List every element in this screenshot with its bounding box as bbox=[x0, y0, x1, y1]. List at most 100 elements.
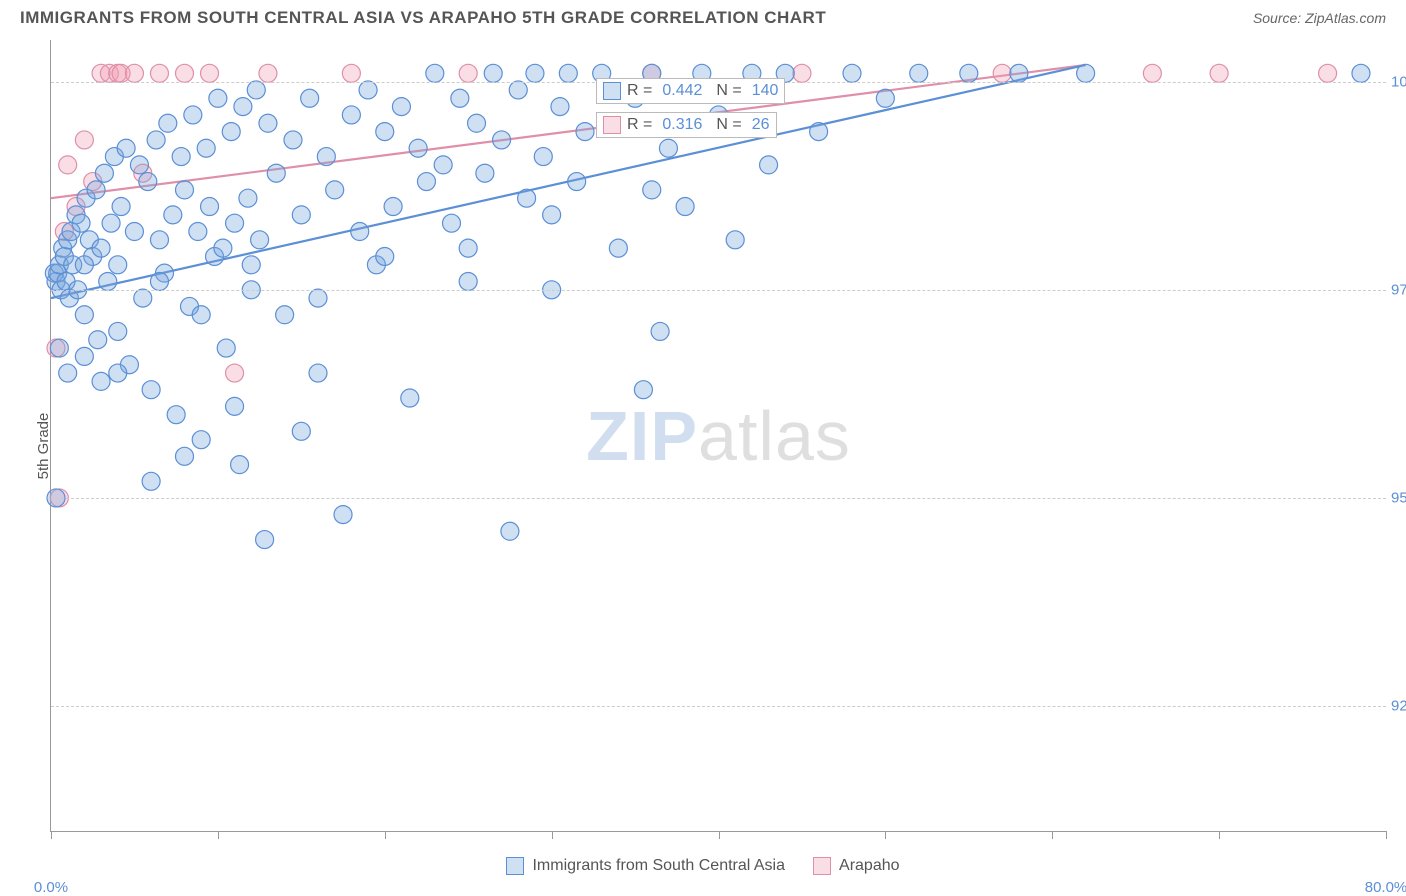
data-point-blue bbox=[292, 206, 310, 224]
y-tick-label: 92.5% bbox=[1391, 698, 1406, 715]
x-tick bbox=[1386, 831, 1387, 839]
n-label: N = bbox=[716, 116, 741, 134]
data-point-blue bbox=[192, 306, 210, 324]
data-point-blue bbox=[476, 164, 494, 182]
data-point-pink bbox=[342, 64, 360, 82]
data-point-blue bbox=[242, 256, 260, 274]
data-point-blue bbox=[526, 64, 544, 82]
data-point-blue bbox=[251, 231, 269, 249]
data-point-blue bbox=[609, 239, 627, 257]
data-point-blue bbox=[493, 131, 511, 149]
chart-area: ZIPatlas 92.5%95.0%97.5%100.0%0.0%80.0%R… bbox=[50, 40, 1386, 832]
data-point-blue bbox=[509, 81, 527, 99]
data-point-pink bbox=[459, 64, 477, 82]
data-point-blue bbox=[109, 322, 127, 340]
data-point-blue bbox=[501, 522, 519, 540]
data-point-blue bbox=[284, 131, 302, 149]
x-tick bbox=[552, 831, 553, 839]
data-point-blue bbox=[459, 239, 477, 257]
data-point-blue bbox=[960, 64, 978, 82]
data-point-blue bbox=[267, 164, 285, 182]
data-point-pink bbox=[1210, 64, 1228, 82]
x-tick bbox=[51, 831, 52, 839]
data-point-blue bbox=[99, 272, 117, 290]
data-point-blue bbox=[75, 256, 93, 274]
data-point-pink bbox=[226, 364, 244, 382]
legend-item-blue: Immigrants from South Central Asia bbox=[506, 857, 785, 875]
data-point-pink bbox=[75, 131, 93, 149]
data-point-pink bbox=[793, 64, 811, 82]
data-point-blue bbox=[317, 148, 335, 166]
data-point-blue bbox=[559, 64, 577, 82]
data-point-blue bbox=[176, 181, 194, 199]
plot-region: ZIPatlas 92.5%95.0%97.5%100.0%0.0%80.0%R… bbox=[50, 40, 1386, 832]
data-point-blue bbox=[309, 289, 327, 307]
data-point-blue bbox=[543, 206, 561, 224]
n-value: 26 bbox=[752, 116, 770, 134]
y-tick-label: 100.0% bbox=[1391, 73, 1406, 90]
data-point-blue bbox=[259, 114, 277, 132]
data-point-blue bbox=[150, 231, 168, 249]
data-point-blue bbox=[197, 139, 215, 157]
legend-swatch-icon bbox=[603, 82, 621, 100]
x-tick bbox=[719, 831, 720, 839]
y-tick-label: 97.5% bbox=[1391, 281, 1406, 298]
chart-header: IMMIGRANTS FROM SOUTH CENTRAL ASIA VS AR… bbox=[0, 0, 1406, 34]
data-point-blue bbox=[342, 106, 360, 124]
data-point-blue bbox=[231, 456, 249, 474]
data-point-blue bbox=[201, 198, 219, 216]
data-point-blue bbox=[75, 306, 93, 324]
data-point-blue bbox=[634, 381, 652, 399]
legend-swatch-icon bbox=[603, 116, 621, 134]
data-point-blue bbox=[217, 339, 235, 357]
data-point-blue bbox=[468, 114, 486, 132]
data-point-blue bbox=[189, 223, 207, 241]
legend-swatch-icon bbox=[813, 857, 831, 875]
data-point-blue bbox=[92, 372, 110, 390]
data-point-pink bbox=[259, 64, 277, 82]
r-value: 0.442 bbox=[662, 82, 702, 100]
data-point-blue bbox=[147, 131, 165, 149]
data-point-blue bbox=[59, 364, 77, 382]
data-point-blue bbox=[226, 397, 244, 415]
data-point-blue bbox=[760, 156, 778, 174]
data-point-blue bbox=[518, 189, 536, 207]
data-point-blue bbox=[226, 214, 244, 232]
data-point-pink bbox=[176, 64, 194, 82]
data-point-blue bbox=[451, 89, 469, 107]
data-point-blue bbox=[167, 406, 185, 424]
data-point-blue bbox=[139, 173, 157, 191]
data-point-blue bbox=[142, 472, 160, 490]
data-point-blue bbox=[351, 223, 369, 241]
data-point-blue bbox=[484, 64, 502, 82]
data-point-blue bbox=[292, 422, 310, 440]
data-point-blue bbox=[651, 322, 669, 340]
data-point-blue bbox=[434, 156, 452, 174]
chart-source: Source: ZipAtlas.com bbox=[1253, 10, 1386, 26]
r-label: R = bbox=[627, 116, 652, 134]
data-point-blue bbox=[359, 81, 377, 99]
x-tick bbox=[885, 831, 886, 839]
data-point-blue bbox=[576, 123, 594, 141]
data-point-blue bbox=[184, 106, 202, 124]
data-point-blue bbox=[117, 139, 135, 157]
data-point-blue bbox=[1077, 64, 1095, 82]
x-tick-label: 80.0% bbox=[1365, 879, 1406, 896]
legend: Immigrants from South Central AsiaArapah… bbox=[0, 857, 1406, 880]
data-point-blue bbox=[726, 231, 744, 249]
data-point-blue bbox=[384, 198, 402, 216]
data-point-blue bbox=[134, 289, 152, 307]
data-point-blue bbox=[95, 164, 113, 182]
correlation-box-pink: R =0.316N =26 bbox=[596, 112, 777, 138]
data-point-blue bbox=[256, 531, 274, 549]
legend-swatch-icon bbox=[506, 857, 524, 875]
data-point-blue bbox=[50, 339, 68, 357]
data-point-blue bbox=[234, 98, 252, 116]
data-point-blue bbox=[112, 198, 130, 216]
data-point-blue bbox=[326, 181, 344, 199]
data-point-blue bbox=[676, 198, 694, 216]
x-tick bbox=[218, 831, 219, 839]
data-point-blue bbox=[659, 139, 677, 157]
data-point-blue bbox=[301, 89, 319, 107]
data-point-blue bbox=[409, 139, 427, 157]
